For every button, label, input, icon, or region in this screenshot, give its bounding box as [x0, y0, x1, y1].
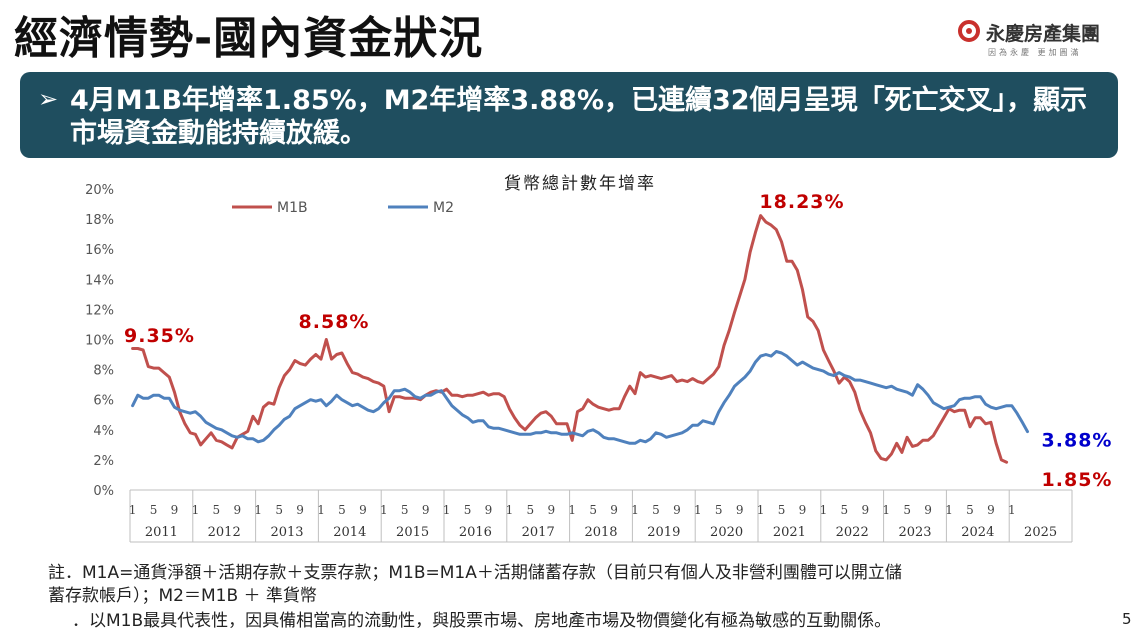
series-line-m1b	[131, 214, 1009, 464]
summary-text: 4月M1B年增率1.85%，M2年增率3.88%，已連續32個月呈現「死亡交叉」…	[70, 85, 1088, 149]
month-tick-label: 9	[296, 503, 304, 517]
month-tick-label: 1	[1008, 503, 1016, 517]
year-label: 2012	[208, 525, 241, 540]
y-tick-label: 14%	[85, 273, 114, 288]
logo-slogan: 因為永慶 更加圓滿	[988, 48, 1082, 57]
y-tick-label: 12%	[85, 303, 114, 318]
year-label: 2015	[396, 525, 429, 540]
year-label: 2024	[961, 525, 994, 540]
y-tick-label: 6%	[93, 394, 114, 409]
month-tick-label: 1	[129, 503, 137, 517]
data-label: 9.35%	[124, 325, 195, 347]
year-label: 2016	[459, 525, 492, 540]
month-tick-label: 1	[506, 503, 514, 517]
month-tick-label: 5	[527, 503, 535, 517]
month-tick-label: 9	[861, 503, 869, 517]
month-tick-label: 9	[547, 503, 555, 517]
month-tick-label: 1	[443, 503, 451, 517]
month-tick-label: 9	[359, 503, 367, 517]
year-label: 2013	[270, 525, 303, 540]
page-title: 經濟情勢-國內資金狀況	[14, 13, 484, 64]
y-tick-label: 0%	[93, 484, 114, 499]
month-tick-label: 9	[422, 503, 430, 517]
logo-circle-icon	[958, 20, 980, 42]
logo-name: 永慶房產集團	[986, 23, 1101, 45]
month-tick-label: 5	[338, 503, 346, 517]
month-tick-label: 1	[945, 503, 953, 517]
year-label: 2018	[584, 525, 617, 540]
year-label: 2020	[710, 525, 743, 540]
month-tick-label: 9	[673, 503, 681, 517]
month-tick-label: 5	[903, 503, 911, 517]
year-label: 2022	[836, 525, 869, 540]
month-tick-label: 5	[275, 503, 283, 517]
legend-label-m2: M2	[433, 200, 454, 216]
chart-legend: M1B M2	[232, 200, 454, 216]
company-logo: 永慶房產集團 因為永慶 更加圓滿	[958, 16, 1128, 66]
year-label: 2011	[145, 525, 178, 540]
y-tick-label: 18%	[85, 213, 114, 228]
month-tick-label: 9	[610, 503, 618, 517]
data-label: 1.85%	[1042, 469, 1113, 491]
money-supply-chart: 貨幣總計數年增率 M1B M2 0% 2% 4% 6% 8% 10% 12% 14% 16% 18%…	[85, 174, 1113, 543]
month-tick-label: 5	[150, 503, 158, 517]
y-tick-label: 10%	[85, 334, 114, 349]
y-axis: 0% 2% 4% 6% 8% 10% 12% 14% 16% 18% 20%	[85, 183, 114, 499]
month-tick-label: 1	[317, 503, 325, 517]
note-line-2: 蓄存款帳戶）；M2＝M1B ＋ 準貨幣	[48, 586, 317, 606]
y-tick-label: 20%	[85, 183, 114, 198]
y-tick-label: 16%	[85, 243, 114, 258]
month-tick-label: 1	[380, 503, 388, 517]
note-line-3: ．以M1B最具代表性，因具備相當高的流動性，與股票市場、房地產市場及物價變化有極…	[72, 611, 892, 631]
year-label: 2017	[522, 525, 555, 540]
month-tick-label: 1	[631, 503, 639, 517]
month-tick-label: 5	[841, 503, 849, 517]
month-tick-label: 9	[924, 503, 932, 517]
arrow-bullet-icon: ➢	[38, 85, 59, 113]
y-tick-label: 8%	[93, 364, 114, 379]
month-tick-label: 5	[966, 503, 974, 517]
month-tick-label: 5	[715, 503, 723, 517]
month-tick-label: 1	[820, 503, 828, 517]
month-tick-label: 5	[652, 503, 660, 517]
month-tick-label: 1	[568, 503, 576, 517]
series-layer	[131, 214, 1029, 464]
series-line-m2	[131, 350, 1029, 445]
month-tick-label: 5	[464, 503, 472, 517]
month-tick-label: 1	[694, 503, 702, 517]
data-label: 8.58%	[299, 311, 370, 333]
y-tick-label: 4%	[93, 424, 114, 439]
month-tick-label: 5	[589, 503, 597, 517]
annotation-layer: 9.35% 8.58% 18.23% 3.88% 1.85%	[124, 191, 1113, 491]
data-label: 3.88%	[1042, 430, 1113, 452]
month-tick-label: 1	[757, 503, 765, 517]
month-tick-label: 9	[485, 503, 493, 517]
year-label: 2019	[647, 525, 680, 540]
month-tick-label: 9	[736, 503, 744, 517]
month-tick-label: 5	[213, 503, 221, 517]
chart-title: 貨幣總計數年增率	[504, 174, 656, 194]
year-label: 2023	[898, 525, 931, 540]
note-line-1: 註．M1A=通貨淨額＋活期存款＋支票存款；M1B=M1A＋活期儲蓄存款（目前只有…	[48, 563, 902, 583]
month-tick-label: 5	[778, 503, 786, 517]
month-tick-label: 5	[401, 503, 409, 517]
summary-banner: ➢ 4月M1B年增率1.85%，M2年增率3.88%，已連續32個月呈現「死亡交…	[20, 72, 1118, 158]
page-number: 5	[1122, 610, 1132, 628]
year-label: 2021	[773, 525, 806, 540]
month-tick-label: 9	[233, 503, 241, 517]
legend-label-m1b: M1B	[277, 200, 308, 216]
month-tick-label: 1	[882, 503, 890, 517]
month-tick-label: 1	[254, 503, 262, 517]
year-label: 2014	[333, 525, 366, 540]
month-tick-label: 1	[192, 503, 200, 517]
year-label: 2025	[1024, 525, 1057, 540]
month-tick-label: 9	[799, 503, 807, 517]
month-tick-label: 9	[171, 503, 179, 517]
data-label: 18.23%	[759, 191, 844, 213]
y-tick-label: 2%	[93, 454, 114, 469]
month-tick-label: 9	[987, 503, 995, 517]
